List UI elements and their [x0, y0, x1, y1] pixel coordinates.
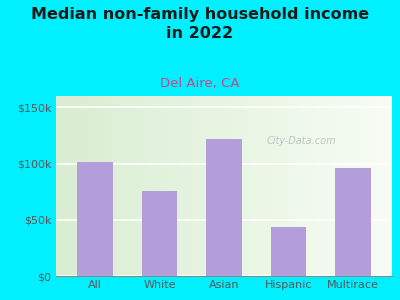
Text: Del Aire, CA: Del Aire, CA	[160, 76, 240, 89]
Bar	[77, 162, 112, 276]
Text: City-Data.com: City-Data.com	[266, 136, 336, 146]
Bar	[206, 139, 242, 276]
Bar	[336, 168, 371, 276]
Bar	[142, 190, 177, 276]
Bar	[271, 226, 306, 276]
Text: Median non-family household income
in 2022: Median non-family household income in 20…	[31, 8, 369, 41]
